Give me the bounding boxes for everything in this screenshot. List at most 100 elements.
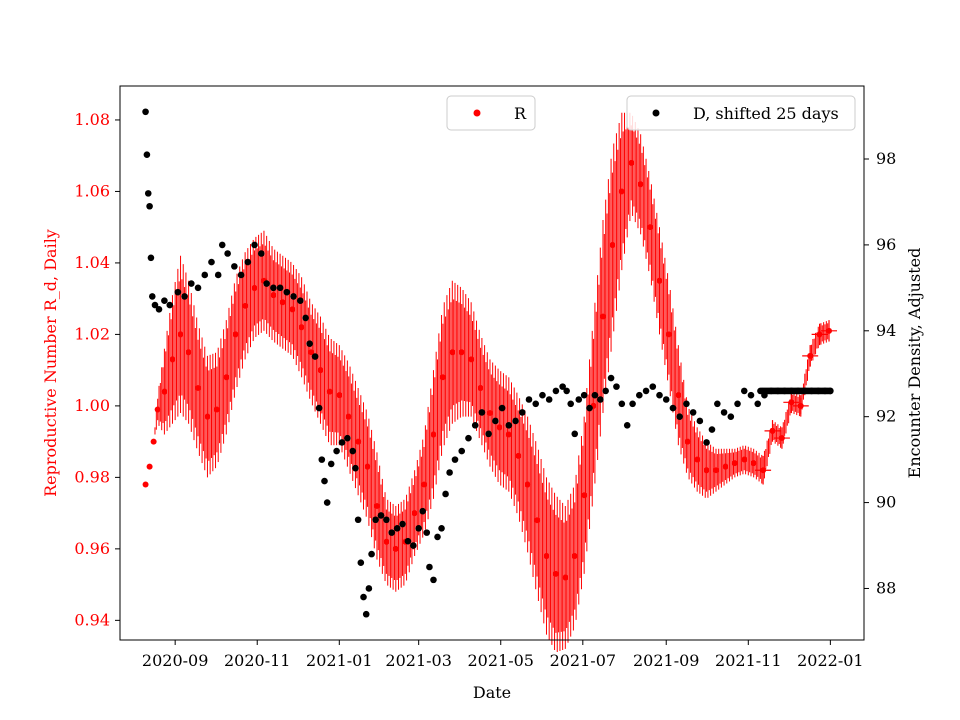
d-point bbox=[602, 387, 609, 395]
d-point bbox=[251, 241, 258, 249]
right-y-tick-label: 96 bbox=[876, 235, 896, 254]
r-point bbox=[581, 492, 588, 499]
d-point bbox=[559, 383, 566, 390]
d-point bbox=[525, 396, 533, 403]
d-point bbox=[649, 383, 657, 390]
r-point bbox=[161, 388, 168, 395]
r-point bbox=[797, 402, 804, 409]
d-point bbox=[498, 404, 506, 412]
r-point bbox=[336, 392, 343, 399]
r-point bbox=[326, 388, 333, 395]
r-point bbox=[571, 553, 578, 560]
r-point bbox=[618, 188, 625, 195]
d-point bbox=[383, 516, 390, 524]
r-series-layer bbox=[142, 112, 838, 652]
legend-d-marker bbox=[652, 109, 660, 117]
d-point bbox=[689, 409, 697, 416]
d-point bbox=[636, 391, 643, 399]
d-point bbox=[166, 301, 174, 309]
r-point bbox=[439, 374, 446, 381]
d-point bbox=[492, 417, 499, 425]
d-point bbox=[143, 151, 151, 159]
right-y-tick-label: 90 bbox=[876, 493, 896, 512]
r-point bbox=[769, 427, 776, 434]
d-point bbox=[597, 396, 604, 403]
left-y-tick-label: 1.04 bbox=[74, 253, 110, 272]
d-point bbox=[485, 430, 492, 438]
r-point bbox=[477, 385, 484, 392]
r-point bbox=[298, 324, 305, 331]
r-point bbox=[270, 292, 277, 299]
r-point bbox=[373, 502, 380, 509]
d-point bbox=[465, 434, 472, 442]
d-point bbox=[451, 456, 459, 463]
d-point bbox=[404, 537, 412, 545]
right-y-tick-label: 98 bbox=[876, 149, 896, 168]
d-point bbox=[174, 288, 182, 296]
r-point bbox=[430, 431, 437, 438]
d-point bbox=[613, 383, 620, 390]
d-point bbox=[434, 533, 441, 541]
d-point bbox=[146, 202, 153, 210]
r-point bbox=[345, 413, 352, 420]
d-point bbox=[306, 340, 313, 347]
r-point bbox=[213, 406, 220, 413]
d-point bbox=[446, 469, 453, 476]
d-point bbox=[720, 409, 728, 416]
d-point bbox=[696, 417, 704, 425]
r-point bbox=[665, 331, 672, 338]
d-point bbox=[360, 593, 367, 601]
d-point bbox=[575, 396, 583, 403]
r-point bbox=[364, 463, 371, 470]
d-point bbox=[283, 288, 291, 296]
r-point bbox=[232, 331, 239, 338]
d-point bbox=[567, 400, 575, 408]
r-point bbox=[713, 467, 720, 474]
d-point bbox=[372, 516, 379, 524]
d-point bbox=[263, 280, 270, 287]
r-point bbox=[816, 331, 823, 338]
x-tick-label: 2021-09 bbox=[633, 651, 699, 670]
d-point bbox=[188, 280, 195, 287]
r-point bbox=[524, 481, 531, 488]
r-point bbox=[150, 438, 157, 445]
r-point bbox=[741, 456, 748, 463]
d-point bbox=[142, 108, 149, 116]
r-point bbox=[628, 159, 635, 166]
d-point bbox=[181, 293, 188, 300]
r-point bbox=[177, 331, 184, 338]
d-point bbox=[362, 610, 370, 618]
r-point bbox=[169, 356, 176, 363]
d-point bbox=[571, 430, 579, 438]
d-point bbox=[368, 550, 375, 558]
r-point bbox=[496, 424, 503, 431]
d-point bbox=[442, 490, 449, 498]
d-point bbox=[747, 391, 755, 399]
d-point bbox=[321, 477, 328, 485]
d-point bbox=[338, 439, 346, 446]
d-point bbox=[290, 293, 297, 300]
d-point bbox=[244, 258, 252, 266]
legend-d-label: D, shifted 25 days bbox=[693, 104, 839, 123]
d-point bbox=[430, 576, 437, 584]
r-point bbox=[703, 467, 710, 474]
left-y-tick-label: 1.02 bbox=[74, 324, 110, 343]
d-point bbox=[727, 413, 735, 420]
x-axis-label: Date bbox=[473, 683, 511, 702]
r-point bbox=[722, 463, 729, 470]
right-y-tick-label: 88 bbox=[876, 578, 896, 597]
d-point bbox=[257, 250, 265, 257]
r-point bbox=[411, 510, 418, 517]
d-point bbox=[201, 271, 209, 279]
d-point bbox=[827, 387, 834, 395]
left-y-tick-label: 1.08 bbox=[74, 110, 110, 129]
plot-frame bbox=[119, 85, 865, 641]
d-point bbox=[552, 387, 560, 395]
right-y-axis-ticks: 88 90 92 94 96 98 bbox=[864, 149, 896, 597]
d-point bbox=[365, 585, 373, 592]
d-point bbox=[586, 404, 593, 412]
d-point bbox=[419, 507, 427, 515]
d-point bbox=[423, 529, 431, 536]
r-point bbox=[534, 517, 541, 524]
